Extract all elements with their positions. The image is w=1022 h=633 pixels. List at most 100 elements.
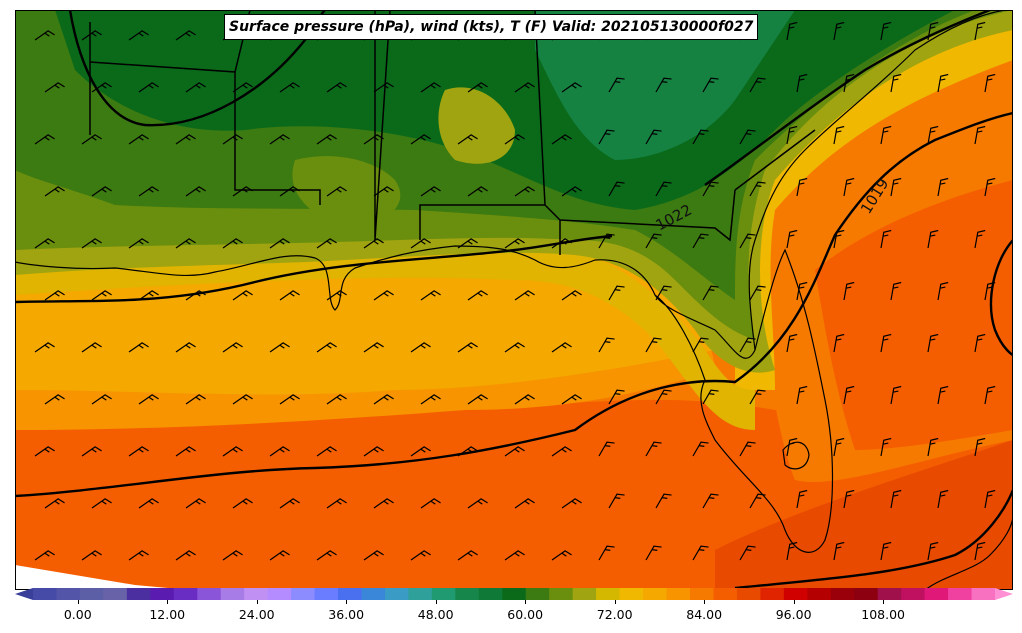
wind-barb — [984, 177, 996, 197]
map-panel: 1022 1019 — [15, 10, 1013, 590]
wind-barb — [692, 129, 709, 145]
colorbar-tick-label: 96.00 — [775, 607, 812, 622]
wind-barb — [984, 73, 996, 93]
wind-barb — [702, 285, 719, 301]
colorbar-cell — [689, 588, 715, 600]
no-data-region — [15, 565, 190, 590]
wind-barb — [185, 290, 206, 301]
colorbar-tick — [883, 600, 885, 604]
wind-barb — [786, 333, 798, 353]
colorbar-tick — [167, 600, 169, 604]
colorbar-cell — [971, 588, 996, 600]
colorbar-cell — [948, 588, 973, 600]
wind-barb — [420, 290, 441, 301]
wind-barb — [739, 129, 756, 145]
wind-barb — [974, 437, 986, 457]
isobar-1019 — [15, 111, 1013, 498]
wind-barb — [81, 30, 102, 41]
wind-barb — [608, 389, 625, 405]
colorbar-tick — [435, 600, 437, 604]
wind-barb — [232, 82, 253, 93]
wind-barb — [44, 394, 65, 405]
wind-barb — [937, 489, 949, 509]
wind-barb — [128, 30, 149, 41]
wind-barb — [363, 134, 384, 145]
east-coastline — [748, 10, 1006, 351]
wind-barb — [279, 290, 300, 301]
colorbar-tick — [704, 600, 706, 604]
wind-barb — [608, 285, 625, 301]
wind-barb — [91, 290, 112, 301]
colorbar-cell — [783, 588, 808, 600]
wind-barb — [410, 134, 431, 145]
colorbar-cell — [924, 588, 949, 600]
wind-barb — [91, 82, 112, 93]
wind-barb — [749, 285, 766, 301]
wind-barb — [843, 281, 855, 301]
colorbar-cell — [338, 588, 363, 600]
wind-barb — [927, 541, 939, 561]
wind-barb — [739, 233, 756, 249]
wind-barb — [81, 342, 102, 353]
wind-barb — [467, 290, 488, 301]
colorbar-max-arrow — [995, 588, 1013, 600]
colorbar-tick-label: 12.00 — [149, 607, 186, 622]
wind-barb — [326, 186, 347, 197]
colorbar-cell — [830, 588, 855, 600]
wind-barb — [551, 238, 572, 249]
wind-barb — [504, 134, 525, 145]
wind-barb — [269, 550, 290, 561]
wind-barb — [561, 186, 582, 197]
wind-barb — [467, 186, 488, 197]
wind-barb — [974, 333, 986, 353]
wind-barb — [420, 498, 441, 509]
wind-barb — [316, 446, 337, 457]
wind-barb — [514, 82, 535, 93]
colorbar-cell — [431, 588, 456, 600]
colorbar-tick-label: 108.00 — [861, 607, 905, 622]
wind-barb — [608, 77, 625, 93]
wind-barb — [749, 181, 766, 197]
colorbar-cell — [103, 588, 128, 600]
wind-barb — [279, 82, 300, 93]
wind-barb — [44, 498, 65, 509]
wind-barb — [504, 446, 525, 457]
wind-barb — [514, 394, 535, 405]
wind-barb — [937, 385, 949, 405]
wind-barb — [222, 134, 243, 145]
wind-barb — [373, 82, 394, 93]
wind-barb — [269, 446, 290, 457]
wind-barb — [890, 281, 902, 301]
colorbar-cell — [807, 588, 832, 600]
colorbar-cell — [901, 588, 926, 600]
coastline — [15, 245, 834, 553]
colorbar-min-arrow — [15, 588, 33, 600]
wind-barb — [645, 337, 662, 353]
wind-barb — [561, 290, 582, 301]
wind-barb — [880, 333, 892, 353]
wind-barb — [833, 333, 845, 353]
wind-barb — [702, 389, 719, 405]
wind-barb — [655, 77, 672, 93]
wind-barb — [786, 437, 798, 457]
wind-barb — [279, 394, 300, 405]
wind-barb — [316, 550, 337, 561]
temperature-map: 1022 1019 — [15, 10, 1013, 590]
wind-barb — [34, 30, 55, 41]
wind-barb — [843, 177, 855, 197]
wind-barb — [185, 498, 206, 509]
wind-barb — [551, 134, 572, 145]
wind-barb — [373, 498, 394, 509]
wind-barb — [44, 186, 65, 197]
wind-barb — [34, 550, 55, 561]
wind-barb — [796, 177, 808, 197]
wind-barb — [692, 441, 709, 457]
wind-barb — [175, 446, 196, 457]
wind-barb — [749, 77, 766, 93]
wind-barb — [890, 489, 902, 509]
wind-barb — [34, 446, 55, 457]
map-frame — [15, 10, 1013, 590]
wind-barb — [598, 441, 615, 457]
wind-barb — [645, 545, 662, 561]
colorbar-cell — [150, 588, 175, 600]
